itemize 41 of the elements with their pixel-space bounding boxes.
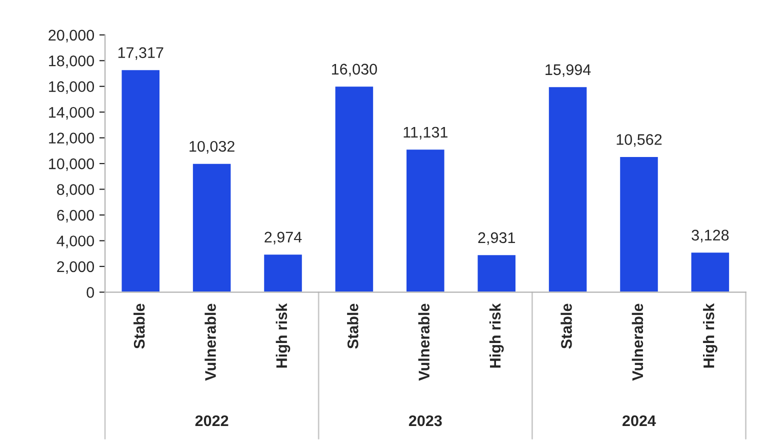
data-label: 10,562 xyxy=(616,134,662,147)
data-label: 11,131 xyxy=(404,126,448,140)
y-tick-label: 8,000 xyxy=(57,184,94,197)
x-tick-label: Stable xyxy=(560,304,572,349)
text: 2024 xyxy=(622,415,656,426)
x-tick-label: High risk xyxy=(276,303,290,368)
data-label: 3,128 xyxy=(692,230,729,242)
data-label: 15,994 xyxy=(546,64,591,77)
x-tick-label: Vulnerable xyxy=(418,304,430,381)
y-tick-label: 12,000 xyxy=(49,132,94,146)
text: 2023 xyxy=(408,415,442,426)
y-tick-label: 14,000 xyxy=(49,106,94,120)
y-tick-label: 0 xyxy=(86,287,94,298)
bar xyxy=(334,85,374,292)
bar xyxy=(618,156,660,292)
data-label: 2,974 xyxy=(264,232,302,244)
x-tick-label: Stable xyxy=(133,304,145,349)
data-label: 2,931 xyxy=(478,232,515,245)
bar xyxy=(405,148,446,292)
bar xyxy=(262,253,304,292)
y-tick-label: 10,000 xyxy=(49,158,94,172)
bar xyxy=(120,68,161,292)
data-label: 10,032 xyxy=(190,140,234,154)
y-tick-label: 2,000 xyxy=(57,261,94,274)
x-tick-label: High risk xyxy=(489,303,504,368)
y-tick-label: 6,000 xyxy=(57,210,94,222)
data-label: 17,317 xyxy=(118,47,164,60)
y-tick-label: 16,000 xyxy=(49,81,94,94)
bar xyxy=(192,162,232,292)
bar xyxy=(548,86,588,292)
x-tick-label: Vulnerable xyxy=(632,304,644,381)
text: 2022 xyxy=(195,415,228,426)
x-tick-label: Vulnerable xyxy=(204,304,216,381)
data-label: 16,030 xyxy=(332,64,377,76)
y-tick-label: 4,000 xyxy=(56,236,94,248)
x-tick-label: Stable xyxy=(347,304,358,349)
y-tick-label: 18,000 xyxy=(49,56,94,68)
bar xyxy=(690,251,730,292)
y-tick-label: 20,000 xyxy=(48,30,94,42)
x-tick-label: High risk xyxy=(703,303,718,368)
bar xyxy=(476,254,517,292)
